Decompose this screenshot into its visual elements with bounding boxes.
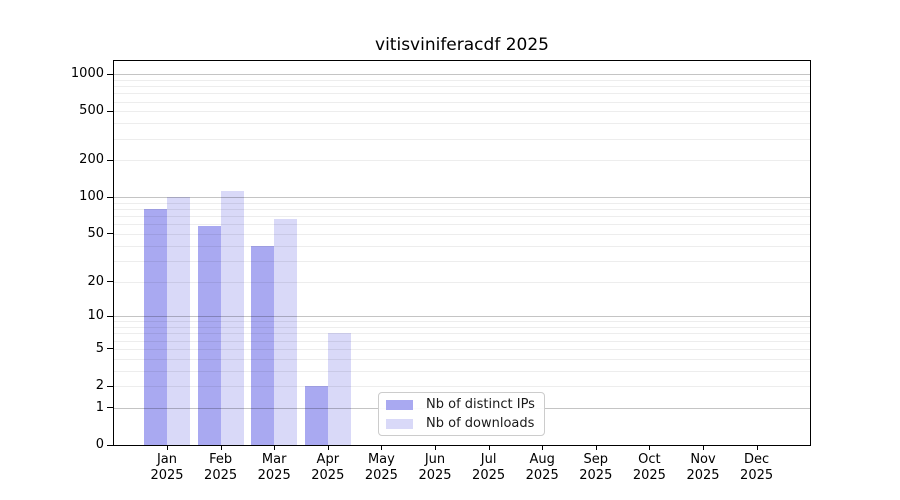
- legend-item-downloads: Nb of downloads: [386, 416, 544, 431]
- plot-area: [113, 60, 811, 446]
- x-tick: [167, 446, 168, 450]
- x-tick: [435, 446, 436, 450]
- bar-downloads-feb: [220, 191, 244, 445]
- bar-ips-feb: [197, 226, 221, 445]
- y-tick: [107, 233, 113, 235]
- minor-gridline: [114, 340, 810, 342]
- major-gridline: [114, 197, 810, 199]
- legend-swatch-downloads: [386, 418, 413, 429]
- y-tick-label: 1000: [70, 66, 104, 82]
- minor-gridline: [114, 281, 810, 283]
- x-tick: [488, 446, 490, 450]
- minor-gridline: [114, 348, 810, 350]
- x-tick-label-nov: Nov 2025: [686, 452, 720, 483]
- y-tick: [107, 407, 113, 409]
- minor-gridline: [114, 160, 810, 162]
- minor-gridline: [114, 321, 810, 323]
- y-tick: [107, 348, 113, 350]
- bar-ips-mar: [251, 245, 275, 445]
- bar-ips-apr: [304, 386, 328, 445]
- x-tick-label-oct: Oct 2025: [632, 452, 666, 483]
- x-tick: [381, 446, 383, 450]
- x-tick-label-jan: Jan 2025: [150, 452, 184, 483]
- minor-gridline: [114, 209, 810, 211]
- minor-gridline: [114, 101, 810, 103]
- x-tick: [756, 446, 758, 450]
- x-tick-label-mar: Mar 2025: [257, 452, 291, 483]
- y-tick-label: 20: [87, 273, 104, 289]
- y-tick: [107, 315, 113, 317]
- y-tick-label: 200: [79, 152, 104, 168]
- minor-gridline: [114, 138, 810, 140]
- x-tick: [220, 446, 222, 450]
- y-tick: [107, 196, 113, 198]
- minor-gridline: [114, 327, 810, 329]
- x-tick-label-jun: Jun 2025: [418, 452, 452, 483]
- x-tick-label-may: May 2025: [364, 452, 398, 483]
- x-tick-label-apr: Apr 2025: [311, 452, 345, 483]
- minor-gridline: [114, 86, 810, 88]
- x-tick-label-aug: Aug 2025: [525, 452, 559, 483]
- bar-downloads-apr: [327, 333, 351, 445]
- x-tick-label-dec: Dec 2025: [740, 452, 774, 483]
- legend-swatch-distinct-ips: [386, 399, 413, 410]
- bar-downloads-mar: [274, 218, 298, 445]
- y-tick: [107, 110, 113, 112]
- legend-label: Nb of distinct IPs: [426, 397, 535, 412]
- x-tick-label-jul: Jul 2025: [472, 452, 506, 483]
- x-tick: [703, 446, 704, 450]
- minor-gridline: [114, 202, 810, 204]
- minor-gridline: [114, 358, 810, 360]
- minor-gridline: [114, 93, 810, 95]
- y-tick: [107, 159, 113, 161]
- minor-gridline: [114, 333, 810, 335]
- x-tick: [274, 446, 276, 450]
- y-tick-label: 1: [95, 399, 104, 415]
- x-tick: [649, 446, 651, 450]
- y-tick: [107, 385, 113, 387]
- minor-gridline: [114, 216, 810, 218]
- x-tick-label-sep: Sep 2025: [579, 452, 613, 483]
- y-tick-label: 0: [95, 437, 104, 452]
- minor-gridline: [114, 386, 810, 388]
- minor-gridline: [114, 233, 810, 235]
- minor-gridline: [114, 224, 810, 226]
- x-tick: [595, 446, 597, 450]
- chart-title: vitisviniferacdf 2025: [375, 35, 549, 55]
- y-tick: [107, 281, 113, 283]
- y-tick-label: 5: [95, 340, 104, 356]
- minor-gridline: [114, 260, 810, 262]
- y-tick-label: 100: [79, 189, 104, 205]
- y-tick: [107, 73, 113, 75]
- major-gridline: [114, 74, 810, 76]
- y-tick-label: 500: [79, 103, 104, 119]
- minor-gridline: [114, 123, 810, 125]
- y-tick: [107, 444, 113, 446]
- y-tick-label: 10: [87, 308, 104, 324]
- y-tick-label: 2: [95, 378, 104, 394]
- bar-ips-jan: [144, 209, 167, 445]
- minor-gridline: [114, 245, 810, 247]
- bar-downloads-jan: [167, 197, 190, 445]
- minor-gridline: [114, 370, 810, 372]
- y-tick-label: 50: [87, 225, 104, 241]
- major-gridline: [114, 316, 810, 318]
- x-tick: [542, 446, 544, 450]
- minor-gridline: [114, 111, 810, 113]
- minor-gridline: [114, 79, 810, 81]
- x-tick: [327, 446, 329, 450]
- legend-label: Nb of downloads: [426, 416, 535, 431]
- gridlines-layer: [114, 61, 810, 445]
- x-tick-label-feb: Feb 2025: [204, 452, 238, 483]
- legend-item-distinct-ips: Nb of distinct IPs: [386, 397, 544, 412]
- legend: Nb of distinct IPs Nb of downloads: [378, 392, 545, 436]
- bars-layer: [114, 61, 810, 445]
